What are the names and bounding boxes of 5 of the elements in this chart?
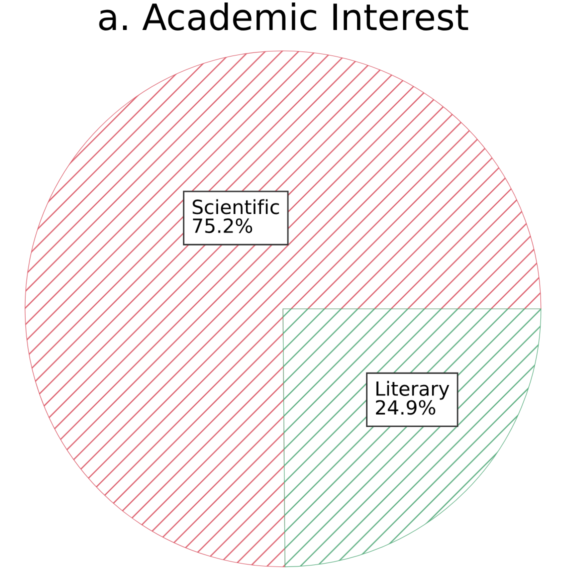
data-label: 24.9% — [376, 400, 436, 415]
slice-label: Scientific — [192, 199, 279, 214]
chart-title: a. Academic Interest — [99, 2, 468, 30]
data-label: 75.2% — [193, 218, 252, 234]
slice-label: Literary — [376, 380, 450, 400]
